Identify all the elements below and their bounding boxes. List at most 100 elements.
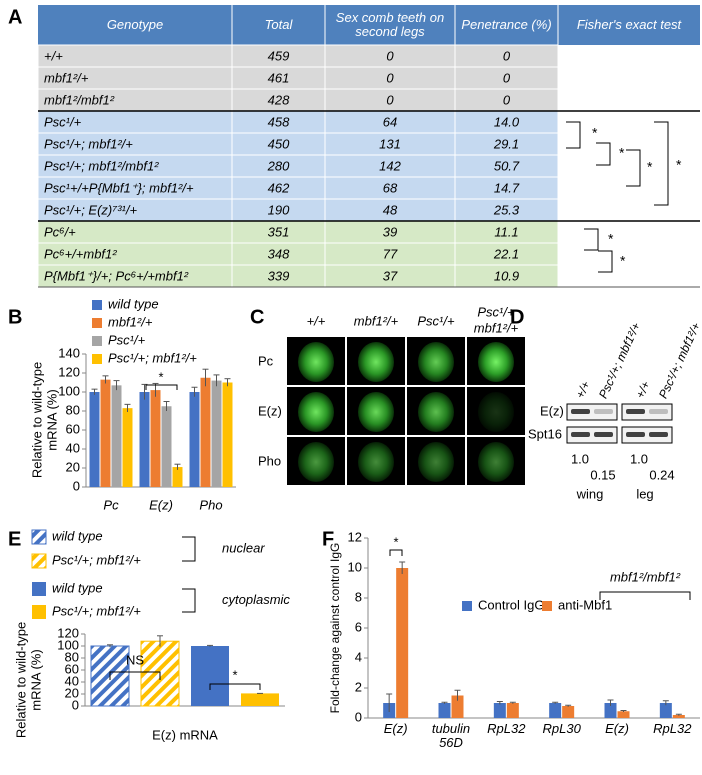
tissue	[298, 392, 334, 432]
tissue	[358, 342, 394, 382]
significance-bracket	[209, 683, 261, 690]
table-header-cell: Total	[264, 16, 293, 32]
table-value: 68	[383, 180, 398, 195]
panel-label: E	[8, 528, 21, 550]
tissue	[418, 342, 454, 382]
blot-band	[626, 432, 645, 437]
y-axis-label: mRNA (%)	[28, 649, 43, 710]
y-tick-label: 6	[355, 619, 362, 634]
bar	[172, 467, 183, 487]
significance-mark: *	[608, 231, 614, 247]
table-value: 25.3	[493, 202, 520, 217]
y-tick-label: 0	[355, 709, 362, 724]
legend-label: mbf1²/+	[108, 314, 153, 329]
bar	[659, 703, 672, 718]
legend-bracket	[182, 536, 196, 562]
bar	[617, 711, 630, 718]
column-label: mbf1²/+	[354, 313, 399, 328]
significance-mark: *	[647, 159, 653, 175]
blot-band	[649, 409, 668, 414]
row-label: Pc	[258, 353, 274, 368]
y-tick-label: 0	[72, 697, 79, 712]
y-tick-label: 4	[355, 649, 362, 664]
bar	[89, 392, 100, 487]
legend-label: Psc¹/+; mbf1²/+	[52, 603, 141, 618]
tissue	[298, 342, 334, 382]
bar	[122, 408, 133, 487]
legend-label: Psc¹/+; mbf1²/+	[108, 350, 197, 365]
x-axis-label: E(z) mRNA	[152, 727, 218, 742]
legend-swatch	[32, 582, 46, 596]
table-header-cell-box: Total	[264, 16, 293, 32]
tissue-label: wing	[576, 486, 604, 501]
blot-band	[571, 432, 590, 437]
blot-box	[566, 403, 618, 421]
x-tick-label: RpL32	[487, 722, 526, 736]
blot-box	[621, 426, 673, 444]
legend-bracket	[182, 588, 196, 613]
y-axis-label: Relative to wild-type	[13, 622, 28, 738]
legend-swatch	[92, 318, 102, 328]
legend-label: anti-Mbf1	[558, 597, 612, 612]
legend-swatch	[542, 601, 552, 611]
panel-label: A	[8, 6, 22, 28]
bar	[549, 703, 562, 718]
table-value: 14.0	[494, 114, 520, 129]
bar	[211, 380, 222, 487]
x-tick-label-box: E(z)	[383, 722, 408, 736]
tissue	[418, 442, 454, 482]
y-tick-label: 8	[355, 589, 362, 604]
table-header-cell-box: Fisher's exact test	[576, 16, 682, 32]
significance-bracket	[566, 121, 581, 149]
bar	[100, 379, 111, 487]
table-value: 339	[268, 268, 290, 283]
x-tick-label: E(z)	[383, 722, 408, 736]
y-axis-label: mRNA (%)	[44, 389, 59, 450]
x-tick-label: E(z)	[149, 497, 173, 512]
table-value: 64	[383, 114, 397, 129]
table-value: 190	[268, 202, 290, 217]
bar	[191, 646, 229, 706]
blot-box	[566, 426, 618, 444]
significance-mark: NS	[126, 652, 144, 667]
table-header-cell-box: Genotype	[107, 17, 163, 31]
y-tick-label: 140	[58, 345, 80, 360]
table-header-cell: Fisher's exact test	[576, 16, 682, 32]
table-cell	[37, 44, 233, 68]
genotype: +/+	[44, 48, 63, 63]
x-tick-label: E(z)	[605, 722, 629, 736]
table-header-cell-box: Sex comb teeth on second legs	[335, 9, 445, 39]
x-tick-label-box: tubulin 56D	[432, 722, 470, 750]
blot-label: E(z)	[540, 403, 564, 418]
lane-label: +/+	[633, 379, 653, 401]
table-value: 0	[503, 48, 511, 63]
table-value: 39	[383, 224, 397, 239]
lane-label: Psc¹/+; mbf1²/+	[656, 320, 702, 400]
legend-swatch	[92, 336, 102, 346]
table-value: 348	[268, 246, 290, 261]
y-tick-label: 0	[73, 478, 80, 493]
table-value: 428	[268, 92, 290, 107]
legend-swatch	[92, 300, 102, 310]
legend-swatch	[32, 605, 46, 619]
legend-group: nuclear	[222, 540, 265, 555]
significance-bracket	[654, 121, 669, 206]
table-value: 14.7	[494, 180, 520, 195]
tissue	[358, 442, 394, 482]
x-tick-label: RpL32	[653, 722, 692, 736]
bar	[139, 392, 150, 487]
bar	[672, 715, 685, 718]
bar	[438, 703, 451, 718]
y-tick-label: 20	[65, 685, 79, 700]
y-tick-label: 20	[66, 459, 80, 474]
bar	[506, 703, 519, 718]
table-value: 0	[386, 92, 394, 107]
significance-bracket	[598, 250, 613, 273]
x-tick-label-box: RpL30	[543, 722, 581, 736]
y-tick-label: 40	[65, 673, 79, 688]
table-value: 462	[268, 180, 290, 195]
quantification: 0.24	[649, 467, 674, 482]
bar	[604, 703, 617, 718]
table-header-cell: Sex comb teeth on second legs	[335, 9, 445, 39]
table-value: 29.1	[493, 136, 519, 151]
